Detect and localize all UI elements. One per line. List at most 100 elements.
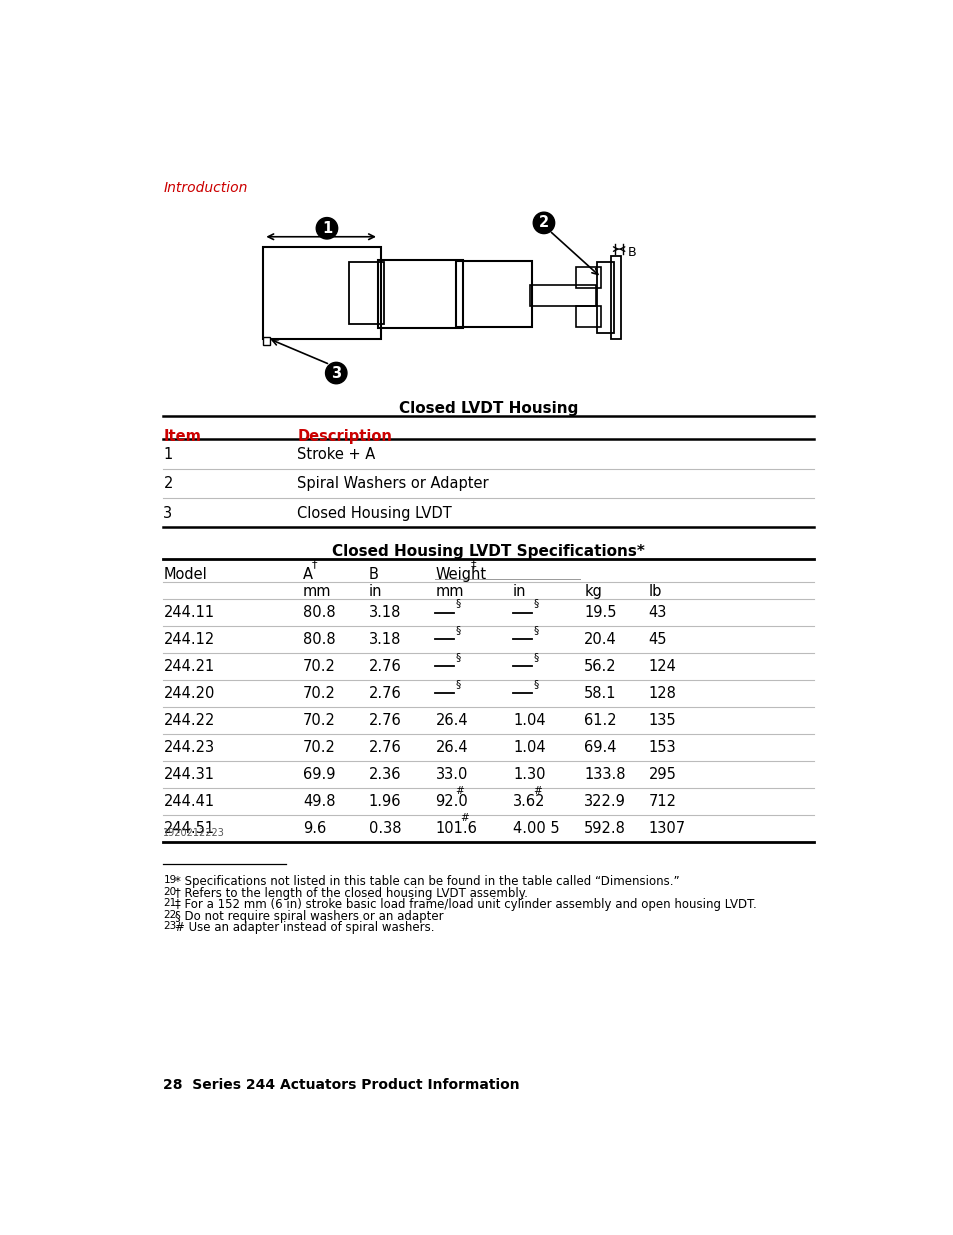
Text: Model: Model xyxy=(163,567,207,582)
Text: 3.62: 3.62 xyxy=(513,794,545,809)
Text: 45: 45 xyxy=(648,632,666,647)
Text: §: § xyxy=(456,625,460,635)
Text: Spiral Washers or Adapter: Spiral Washers or Adapter xyxy=(297,477,489,492)
Text: Description: Description xyxy=(297,430,392,445)
Text: A: A xyxy=(303,567,313,582)
Bar xyxy=(610,256,620,340)
Text: 49.8: 49.8 xyxy=(303,794,335,809)
Text: §: § xyxy=(456,598,460,608)
Text: 43: 43 xyxy=(648,605,666,620)
Text: 153: 153 xyxy=(648,740,676,755)
Bar xyxy=(262,247,381,340)
Text: 244.41: 244.41 xyxy=(163,794,214,809)
Text: †: † xyxy=(312,559,317,569)
Text: B: B xyxy=(369,567,378,582)
Text: 244.22: 244.22 xyxy=(163,713,214,727)
Text: Item: Item xyxy=(163,430,201,445)
Text: 80.8: 80.8 xyxy=(303,605,335,620)
Text: 19.5: 19.5 xyxy=(583,605,616,620)
Text: 70.2: 70.2 xyxy=(303,659,335,674)
Text: 69.9: 69.9 xyxy=(303,767,335,782)
Text: 244.11: 244.11 xyxy=(163,605,214,620)
Text: 1.96: 1.96 xyxy=(369,794,401,809)
Text: 9.6: 9.6 xyxy=(303,820,326,836)
Text: 69.4: 69.4 xyxy=(583,740,616,755)
Text: 2.76: 2.76 xyxy=(369,659,401,674)
Text: §: § xyxy=(533,679,537,689)
Text: 133.8: 133.8 xyxy=(583,767,625,782)
Text: mm: mm xyxy=(303,584,331,599)
Bar xyxy=(576,306,600,327)
Text: ‡: ‡ xyxy=(471,559,476,569)
Text: #: # xyxy=(533,785,541,795)
Text: 322.9: 322.9 xyxy=(583,794,625,809)
Text: 58.1: 58.1 xyxy=(583,685,616,700)
Text: 22: 22 xyxy=(163,910,176,920)
Text: §: § xyxy=(456,652,460,662)
Text: 244.12: 244.12 xyxy=(163,632,214,647)
Text: 1.04: 1.04 xyxy=(513,713,545,727)
Text: 244.20: 244.20 xyxy=(163,685,214,700)
Text: 244.31: 244.31 xyxy=(163,767,214,782)
Text: mm: mm xyxy=(435,584,463,599)
Text: 244.21: 244.21 xyxy=(163,659,214,674)
Text: 295: 295 xyxy=(648,767,676,782)
Text: #: # xyxy=(460,813,469,823)
Text: 1.30: 1.30 xyxy=(513,767,545,782)
Text: Introduction: Introduction xyxy=(163,180,248,195)
Text: 3: 3 xyxy=(331,366,341,380)
Text: 101.6: 101.6 xyxy=(435,820,476,836)
Bar xyxy=(262,337,270,345)
Text: in: in xyxy=(513,584,526,599)
Text: ‡ For a 152 mm (6 in) stroke basic load frame/load unit cylinder assembly and op: ‡ For a 152 mm (6 in) stroke basic load … xyxy=(174,898,756,911)
Text: Stroke + A: Stroke + A xyxy=(297,447,375,462)
Text: 244.23: 244.23 xyxy=(163,740,214,755)
Text: 128: 128 xyxy=(648,685,676,700)
Bar xyxy=(349,262,383,324)
Text: 1: 1 xyxy=(321,221,332,236)
Text: 2.76: 2.76 xyxy=(369,740,401,755)
Text: 56.2: 56.2 xyxy=(583,659,617,674)
Text: 2.76: 2.76 xyxy=(369,685,401,700)
Text: in: in xyxy=(369,584,382,599)
Text: 26.4: 26.4 xyxy=(435,740,468,755)
Bar xyxy=(456,262,531,327)
Text: 2: 2 xyxy=(538,215,548,231)
Bar xyxy=(576,267,600,288)
Text: Closed LVDT Housing: Closed LVDT Housing xyxy=(398,401,578,416)
Text: 592.8: 592.8 xyxy=(583,820,625,836)
Text: 3: 3 xyxy=(163,505,172,521)
Text: 23: 23 xyxy=(163,921,176,931)
Text: Closed Housing LVDT: Closed Housing LVDT xyxy=(297,505,452,521)
Text: 244.51: 244.51 xyxy=(163,820,214,836)
Text: 70.2: 70.2 xyxy=(303,713,335,727)
Text: 3.18: 3.18 xyxy=(369,605,401,620)
Text: 135: 135 xyxy=(648,713,676,727)
Text: 1.04: 1.04 xyxy=(513,740,545,755)
Text: 1920212223: 1920212223 xyxy=(163,827,225,837)
Text: 2.36: 2.36 xyxy=(369,767,401,782)
Text: Closed Housing LVDT Specifications*: Closed Housing LVDT Specifications* xyxy=(333,543,644,559)
Text: 33.0: 33.0 xyxy=(435,767,467,782)
Text: 70.2: 70.2 xyxy=(303,685,335,700)
Text: lb: lb xyxy=(648,584,661,599)
Text: # Use an adapter instead of spiral washers.: # Use an adapter instead of spiral washe… xyxy=(174,921,435,935)
Text: §: § xyxy=(533,652,537,662)
Text: 124: 124 xyxy=(648,659,676,674)
Text: 28  Series 244 Actuators Product Information: 28 Series 244 Actuators Product Informat… xyxy=(163,1078,519,1093)
Bar xyxy=(377,259,463,327)
Text: 1307: 1307 xyxy=(648,820,685,836)
Text: 19: 19 xyxy=(163,876,176,885)
Text: 0.38: 0.38 xyxy=(369,820,401,836)
Text: §: § xyxy=(533,598,537,608)
Text: 70.2: 70.2 xyxy=(303,740,335,755)
Text: Weight: Weight xyxy=(435,567,486,582)
Text: B: B xyxy=(627,246,636,258)
Text: 26.4: 26.4 xyxy=(435,713,468,727)
Bar xyxy=(530,285,596,306)
Text: 20: 20 xyxy=(163,887,176,897)
Text: § Do not require spiral washers or an adapter: § Do not require spiral washers or an ad… xyxy=(174,910,443,923)
Text: §: § xyxy=(533,625,537,635)
Text: 1: 1 xyxy=(163,447,172,462)
Text: 21: 21 xyxy=(163,898,176,908)
